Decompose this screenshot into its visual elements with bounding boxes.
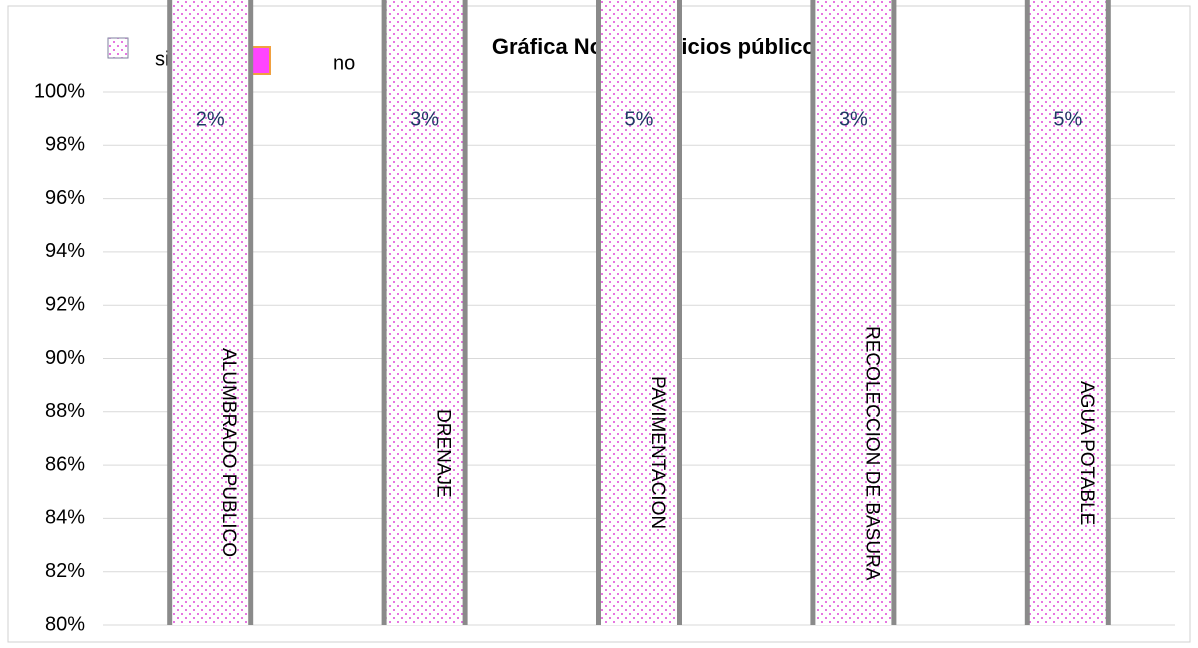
legend-label: si xyxy=(155,48,169,70)
legend-label: no xyxy=(333,52,355,74)
bar-si xyxy=(1029,0,1106,625)
category-label: AGUA POTABLE xyxy=(1075,380,1097,526)
category-label: ALUMBRADO PUBLICO xyxy=(218,348,240,558)
bar-si xyxy=(386,0,463,625)
bar-si xyxy=(601,0,677,625)
value-label: 2% xyxy=(196,108,225,130)
category-label: RECOLECCION DE BASURA xyxy=(861,325,883,581)
y-tick-label: 88% xyxy=(45,400,85,422)
value-label: 5% xyxy=(1053,108,1082,130)
y-tick-label: 90% xyxy=(45,347,85,369)
y-tick-label: 96% xyxy=(45,187,85,209)
value-label: 5% xyxy=(625,108,654,130)
y-tick-label: 80% xyxy=(45,613,85,635)
value-label: 3% xyxy=(410,108,439,130)
y-tick-label: 84% xyxy=(45,507,85,529)
category-label: PAVIMENTACION xyxy=(647,376,668,530)
y-tick-label: 82% xyxy=(45,560,85,582)
legend-swatch xyxy=(107,37,129,59)
y-tick-label: 94% xyxy=(45,240,85,262)
y-tick-label: 86% xyxy=(45,453,85,475)
value-label: 3% xyxy=(839,108,868,130)
bar-si xyxy=(172,0,249,625)
y-tick-label: 98% xyxy=(45,134,85,156)
category-label: DRENAJE xyxy=(432,408,454,498)
y-tick-label: 92% xyxy=(45,293,85,315)
y-tick-label: 100% xyxy=(34,80,85,102)
bar-si xyxy=(815,0,892,625)
